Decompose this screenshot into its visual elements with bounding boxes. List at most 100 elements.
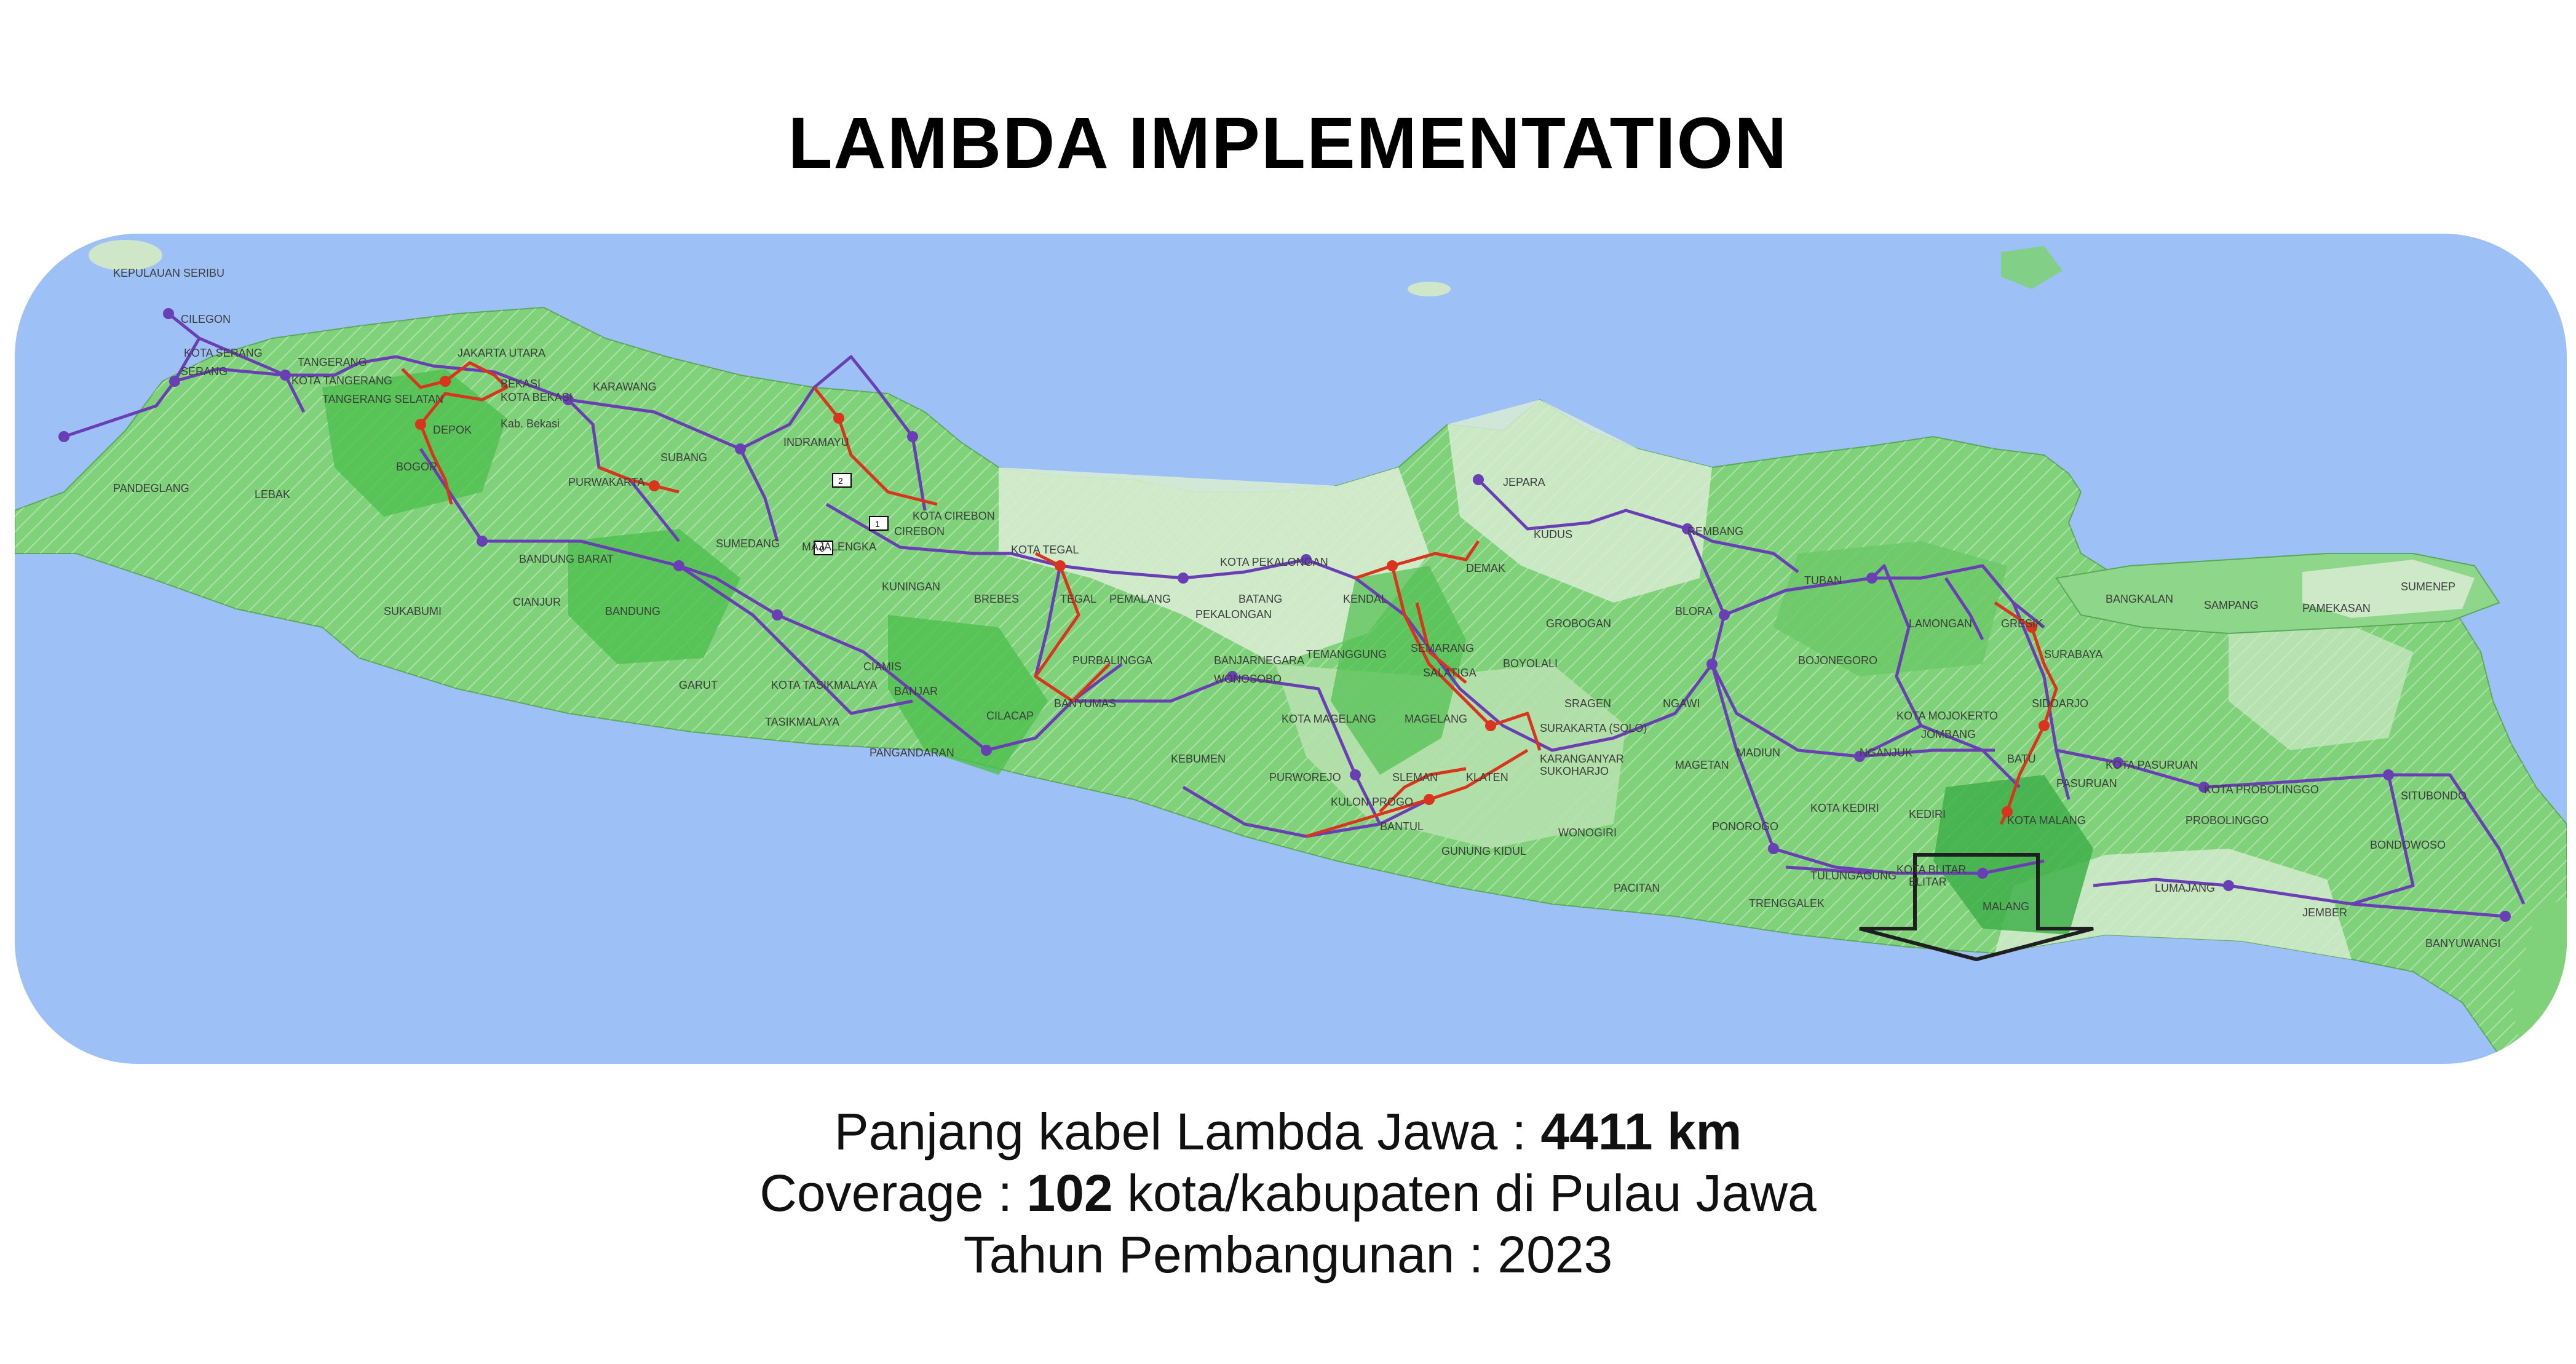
page-title: LAMBDA IMPLEMENTATION — [788, 103, 1788, 184]
region-label: SIDOARJO — [2032, 697, 2088, 710]
region-label: SALATIGA — [1423, 667, 1476, 679]
region-label: BATU — [2007, 753, 2036, 765]
region-label: PAMEKASAN — [2302, 602, 2371, 614]
region-label: KOTA MALANG — [2007, 814, 2086, 827]
build-year-line: Tahun Pembangunan : 2023 — [963, 1226, 1613, 1283]
region-label: WONOGIRI — [1558, 827, 1617, 839]
region-labels: KEPULAUAN SERIBU CILEGON KOTA SERANG SER… — [113, 267, 2500, 950]
region-label: JEMBER — [2302, 906, 2347, 919]
region-label: BATANG — [1238, 593, 1282, 605]
region-label: TRENGGALEK — [1749, 897, 1825, 910]
region-label: KOTA TEGAL — [1011, 544, 1079, 556]
stats-block: Panjang kabel Lambda Jawa : 4411 km Cove… — [0, 1101, 2576, 1285]
region-label: REMBANG — [1687, 525, 1743, 537]
region-label: KLATEN — [1466, 771, 1508, 783]
region-label: GRESIK — [2001, 617, 2043, 630]
coverage-value: 102 — [1026, 1164, 1113, 1222]
region-label: SITUBONDO — [2401, 790, 2467, 802]
coverage-suffix: kota/kabupaten di Pulau Jawa — [1112, 1164, 1817, 1222]
region-label: KOTA PASURUAN — [2106, 759, 2198, 771]
region-label: TULUNGAGUNG — [1810, 870, 1896, 882]
region-label: NGAWI — [1663, 697, 1700, 710]
region-label: SUBANG — [660, 451, 707, 464]
region-label: MADIUN — [1737, 747, 1780, 759]
region-label: KOTA CIREBON — [913, 510, 995, 522]
region-label: KOTA BEKASI — [501, 391, 573, 403]
region-label: SRAGEN — [1564, 697, 1611, 710]
region-label: KEDIRI — [1909, 808, 1946, 820]
region-label: KEBUMEN — [1171, 753, 1226, 765]
region-label: PROBOLINGGO — [2186, 814, 2269, 827]
region-label: PONOROGO — [1712, 820, 1778, 833]
region-label: TEGAL — [1060, 593, 1096, 605]
region-label: PANGANDARAN — [870, 747, 954, 759]
region-label: CIAMIS — [863, 660, 902, 673]
node-tag-1: 1 — [875, 519, 880, 529]
region-label: CIREBON — [894, 525, 945, 537]
region-label: WONOSOBO — [1214, 673, 1282, 685]
region-label: SLEMAN — [1392, 771, 1438, 783]
region-label: DEMAK — [1466, 562, 1505, 574]
region-label: SAMPANG — [2204, 599, 2259, 611]
region-label: KULON PROGO — [1331, 796, 1413, 808]
metro-routes-red — [401, 361, 2058, 838]
region-label: MAGELANG — [1405, 713, 1467, 725]
region-label: JEPARA — [1503, 476, 1545, 488]
cable-length-label: Panjang kabel Lambda Jawa : — [834, 1103, 1541, 1160]
coverage-line: Coverage : 102 kota/kabupaten di Pulau J… — [0, 1162, 2576, 1224]
node-tag-0: 0 — [820, 544, 825, 553]
region-label: SURABAYA — [2044, 648, 2102, 660]
region-label: BLITAR — [1909, 876, 1947, 888]
map-canvas: 0 1 2 KEPULAUAN SERIBU CILEGON KOTA SERA… — [15, 240, 2567, 1064]
route-nodes — [58, 308, 2511, 922]
region-label: SUMEDANG — [716, 537, 780, 550]
cable-length-line: Panjang kabel Lambda Jawa : 4411 km — [0, 1101, 2576, 1162]
region-label: GARUT — [679, 679, 718, 691]
region-label: KOTA KEDIRI — [1810, 802, 1879, 814]
region-label: JOMBANG — [1921, 728, 1976, 740]
region-label: SEMARANG — [1411, 642, 1474, 654]
region-label: GUNUNG KIDUL — [1441, 845, 1526, 857]
java-network-map[interactable]: 0 1 2 KEPULAUAN SERIBU CILEGON KOTA SERA… — [15, 234, 2567, 1064]
region-label: KOTA MOJOKERTO — [1896, 710, 1998, 722]
region-label: TEMANGGUNG — [1306, 648, 1387, 660]
region-label: MAJALENGKA — [802, 541, 876, 553]
region-label: KEPULAUAN SERIBU — [113, 267, 224, 279]
region-label: SERANG — [181, 365, 228, 378]
region-label: BONDOWOSO — [2370, 839, 2446, 851]
region-label: BANJARNEGARA — [1214, 654, 1304, 667]
region-label: KOTA PEKALONGAN — [1220, 556, 1328, 568]
region-label: BANTUL — [1380, 820, 1424, 833]
region-label: BANDUNG — [605, 605, 660, 617]
region-label: CILACAP — [986, 710, 1034, 722]
region-label: Kab. Bekasi — [501, 418, 560, 430]
cable-length-value: 4411 km — [1540, 1103, 1742, 1160]
region-label: CILEGON — [181, 313, 231, 325]
region-label: TANGERANG — [298, 356, 367, 368]
region-label: TANGERANG SELATAN — [322, 393, 443, 405]
region-label: PANDEGLANG — [113, 482, 189, 494]
down-arrow-marker — [1859, 853, 2094, 962]
region-label: NGANJUK — [1860, 747, 1912, 759]
region-label: KOTA MAGELANG — [1282, 713, 1376, 725]
region-label: BOYOLALI — [1503, 657, 1558, 670]
node-tag-2: 2 — [838, 476, 843, 486]
region-label: BLORA — [1675, 605, 1713, 617]
region-label: TUBAN — [1804, 574, 1842, 587]
node-tags: 0 1 2 — [814, 473, 889, 555]
region-label: KOTA BLITAR — [1896, 863, 1966, 876]
region-label: BANGKALAN — [2106, 593, 2173, 605]
region-label: BANJAR — [894, 685, 938, 697]
region-label: BOGOR — [396, 461, 437, 473]
region-label: PASURUAN — [2056, 777, 2117, 790]
region-label: JAKARTA UTARA — [458, 347, 545, 359]
region-label: PURWOREJO — [1269, 771, 1341, 783]
region-label: CIANJUR — [513, 596, 561, 608]
region-label: SUKOHARJO — [1540, 765, 1609, 777]
region-label: SUKABUMI — [384, 605, 442, 617]
region-label: BEKASI — [501, 378, 541, 390]
region-label: MAGETAN — [1675, 759, 1729, 771]
region-label: PEKALONGAN — [1195, 608, 1272, 621]
region-label: KARAWANG — [593, 381, 657, 393]
region-label: INDRAMAYU — [783, 436, 849, 448]
